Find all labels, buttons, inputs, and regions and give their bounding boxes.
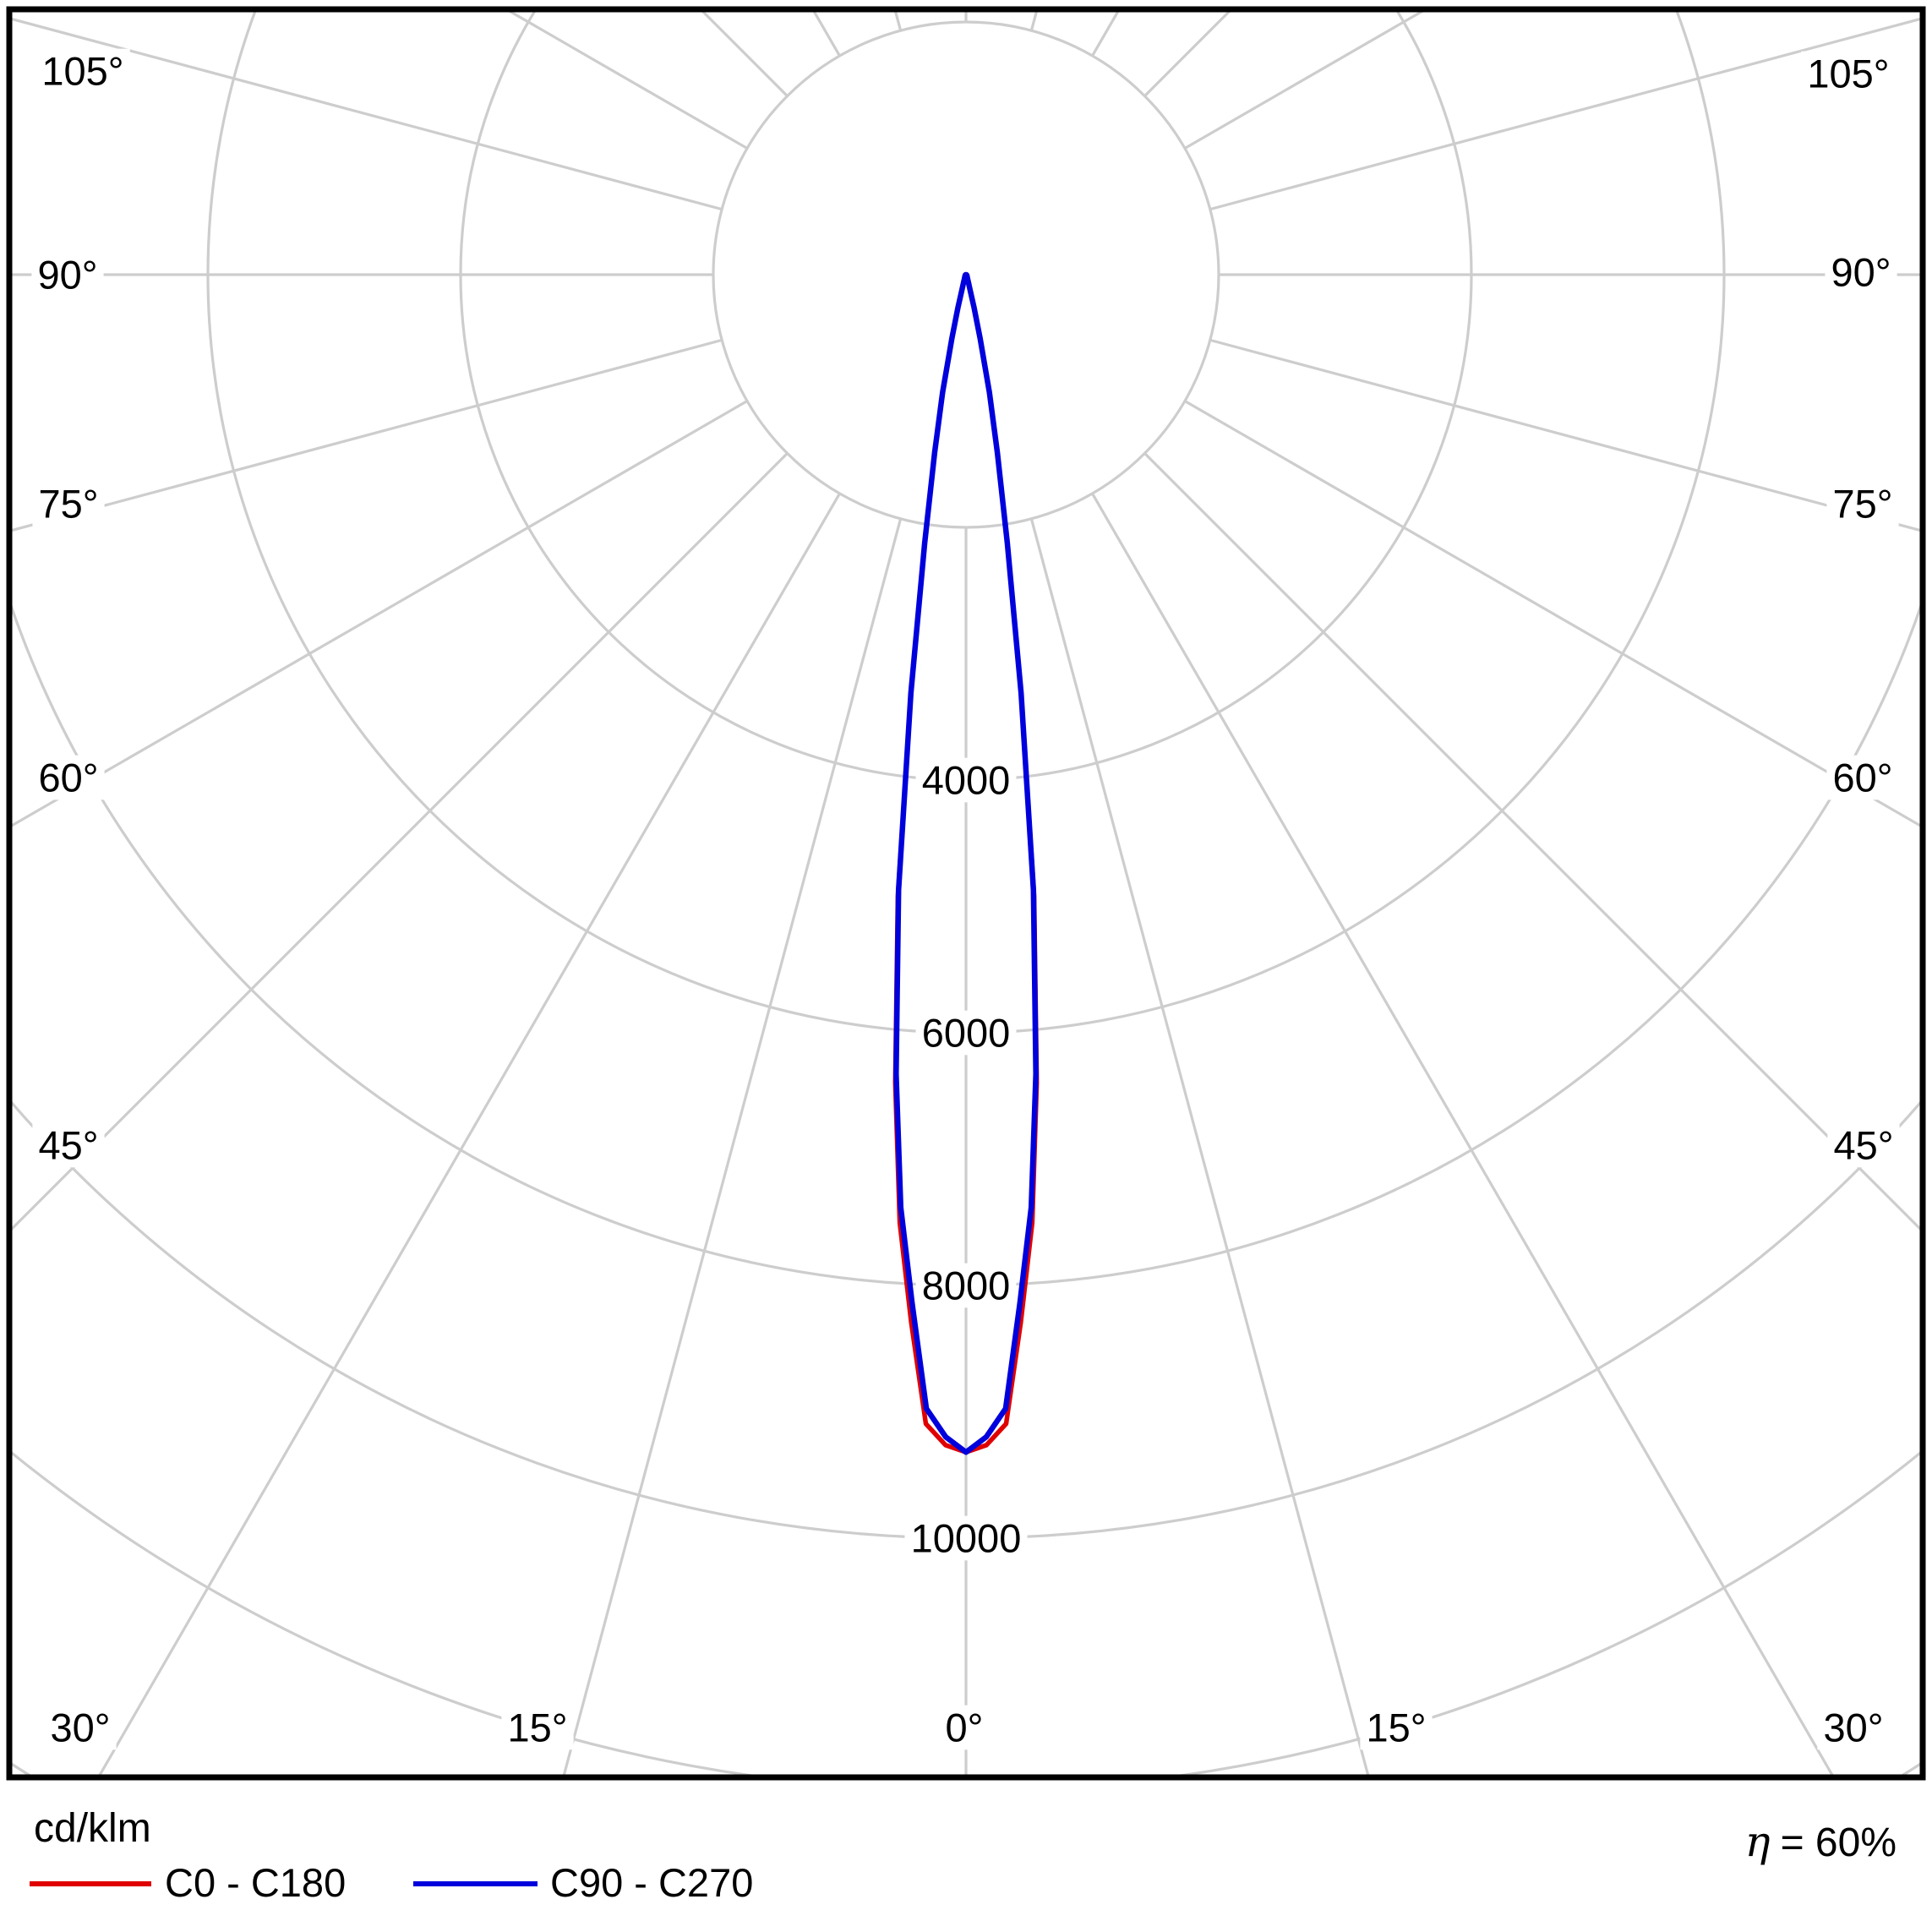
svg-text:90°: 90°: [37, 253, 97, 297]
svg-text:15°: 15°: [1366, 1706, 1426, 1750]
svg-text:60°: 60°: [1832, 756, 1892, 800]
legend-line-c90-c270: [413, 1881, 538, 1886]
svg-text:8000: 8000: [922, 1263, 1011, 1308]
svg-text:30°: 30°: [50, 1706, 110, 1750]
eta-symbol: η: [1744, 1817, 1771, 1866]
svg-text:45°: 45°: [38, 1123, 98, 1168]
svg-text:10000: 10000: [911, 1516, 1022, 1561]
eta-value: = 60%: [1780, 1820, 1897, 1865]
svg-text:105°: 105°: [41, 49, 123, 94]
svg-text:105°: 105°: [1807, 52, 1889, 96]
legend-line-c0-c180: [30, 1881, 151, 1886]
svg-text:4000: 4000: [922, 758, 1011, 803]
unit-label: cd/klm: [34, 1806, 151, 1851]
svg-text:75°: 75°: [38, 482, 98, 527]
legend-label-c0-c180: C0 - C180: [165, 1860, 347, 1905]
efficiency-label: η = 60%: [1745, 1819, 1897, 1866]
svg-text:30°: 30°: [1823, 1706, 1883, 1750]
svg-text:0°: 0°: [946, 1706, 984, 1750]
svg-text:90°: 90°: [1831, 250, 1891, 295]
svg-text:15°: 15°: [507, 1706, 567, 1750]
svg-text:60°: 60°: [38, 756, 98, 800]
svg-text:75°: 75°: [1832, 482, 1892, 527]
svg-text:45°: 45°: [1833, 1123, 1893, 1168]
legend-label-c90-c270: C90 - C270: [550, 1860, 754, 1905]
svg-text:6000: 6000: [922, 1011, 1011, 1056]
